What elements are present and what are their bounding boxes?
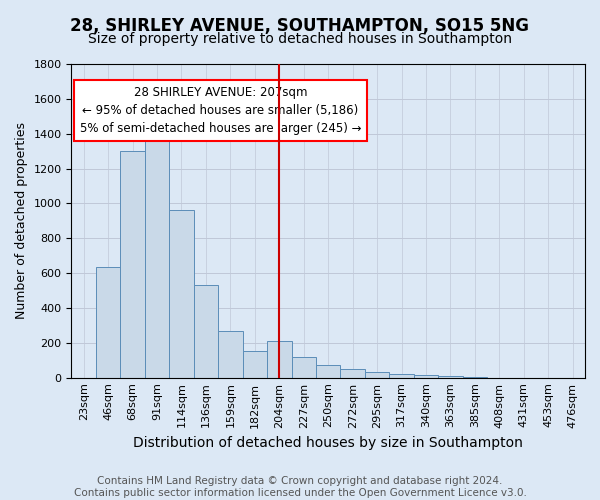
Bar xyxy=(169,210,194,378)
Text: 28 SHIRLEY AVENUE: 207sqm
← 95% of detached houses are smaller (5,186)
5% of sem: 28 SHIRLEY AVENUE: 207sqm ← 95% of detac… xyxy=(80,86,361,135)
Bar xyxy=(438,376,463,378)
Text: 28, SHIRLEY AVENUE, SOUTHAMPTON, SO15 5NG: 28, SHIRLEY AVENUE, SOUTHAMPTON, SO15 5N… xyxy=(71,18,530,36)
Bar xyxy=(463,377,487,378)
Y-axis label: Number of detached properties: Number of detached properties xyxy=(15,122,28,320)
Bar xyxy=(96,266,121,378)
Bar xyxy=(365,372,389,378)
Bar xyxy=(316,366,340,378)
Bar xyxy=(121,151,145,378)
Bar xyxy=(414,375,438,378)
Bar xyxy=(389,374,414,378)
Bar xyxy=(340,369,365,378)
Text: Contains HM Land Registry data © Crown copyright and database right 2024.
Contai: Contains HM Land Registry data © Crown c… xyxy=(74,476,526,498)
X-axis label: Distribution of detached houses by size in Southampton: Distribution of detached houses by size … xyxy=(133,436,523,450)
Bar xyxy=(145,139,169,378)
Bar xyxy=(242,350,267,378)
Text: Size of property relative to detached houses in Southampton: Size of property relative to detached ho… xyxy=(88,32,512,46)
Bar xyxy=(218,330,242,378)
Bar xyxy=(267,341,292,378)
Bar xyxy=(194,286,218,378)
Bar xyxy=(292,357,316,378)
